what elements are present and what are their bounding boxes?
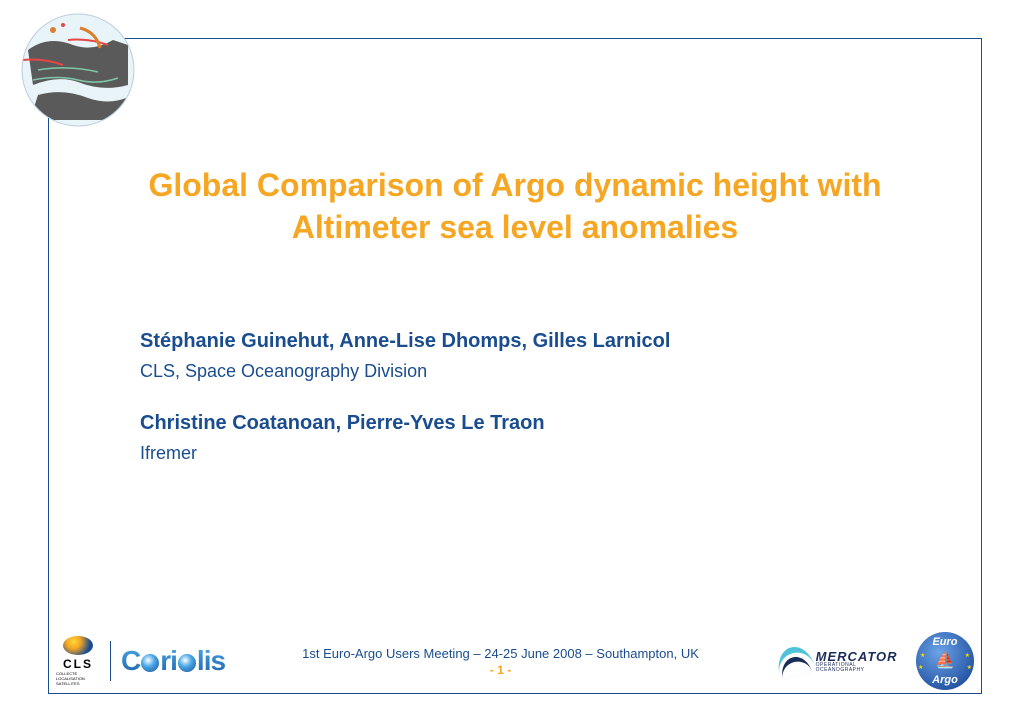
footer-text: 1st Euro-Argo Users Meeting – 24-25 June… <box>225 646 776 677</box>
mercator-swoosh-icon <box>776 643 812 679</box>
footer-event-text: 1st Euro-Argo Users Meeting – 24-25 June… <box>225 646 776 661</box>
mercator-logo: MERCATOR OPERATIONAL OCEANOGRAPHY <box>776 643 906 679</box>
cls-logo-subtitle: COLLECTE LOCALISATION SATELLITES <box>56 671 100 686</box>
page-number: - 1 - <box>225 663 776 677</box>
author-group-2-names: Christine Coatanoan, Pierre-Yves Le Trao… <box>140 412 900 435</box>
coriolis-logo: Crilis <box>121 645 225 677</box>
euroargo-bottom-label: Argo <box>916 674 974 686</box>
mercator-logo-text: MERCATOR <box>816 650 906 663</box>
footer-separator <box>110 641 111 681</box>
euroargo-ship-icon: ⛵ <box>935 650 955 670</box>
cls-sphere-icon <box>63 636 93 655</box>
coriolis-globe-icon <box>178 654 196 672</box>
authors-block: Stéphanie Guinehut, Anne-Lise Dhomps, Gi… <box>140 330 900 464</box>
author-group-1-affiliation: CLS, Space Oceanography Division <box>140 361 900 382</box>
cls-logo-text: CLS <box>63 657 93 671</box>
euroargo-top-label: Euro <box>916 636 974 648</box>
globe-map-icon <box>18 10 138 130</box>
footer-bar: CLS COLLECTE LOCALISATION SATELLITES Cri… <box>48 630 982 692</box>
cls-logo: CLS COLLECTE LOCALISATION SATELLITES <box>56 636 100 686</box>
euroargo-logo: ★ ★ ★ ★ Euro ⛵ Argo <box>916 632 974 690</box>
mercator-logo-subtitle: OPERATIONAL OCEANOGRAPHY <box>816 663 906 673</box>
top-accent-line <box>150 38 982 39</box>
coriolis-globe-icon <box>141 654 159 672</box>
author-group-2-affiliation: Ifremer <box>140 443 900 464</box>
slide-title: Global Comparison of Argo dynamic height… <box>130 165 900 248</box>
author-group-1-names: Stéphanie Guinehut, Anne-Lise Dhomps, Gi… <box>140 330 900 353</box>
